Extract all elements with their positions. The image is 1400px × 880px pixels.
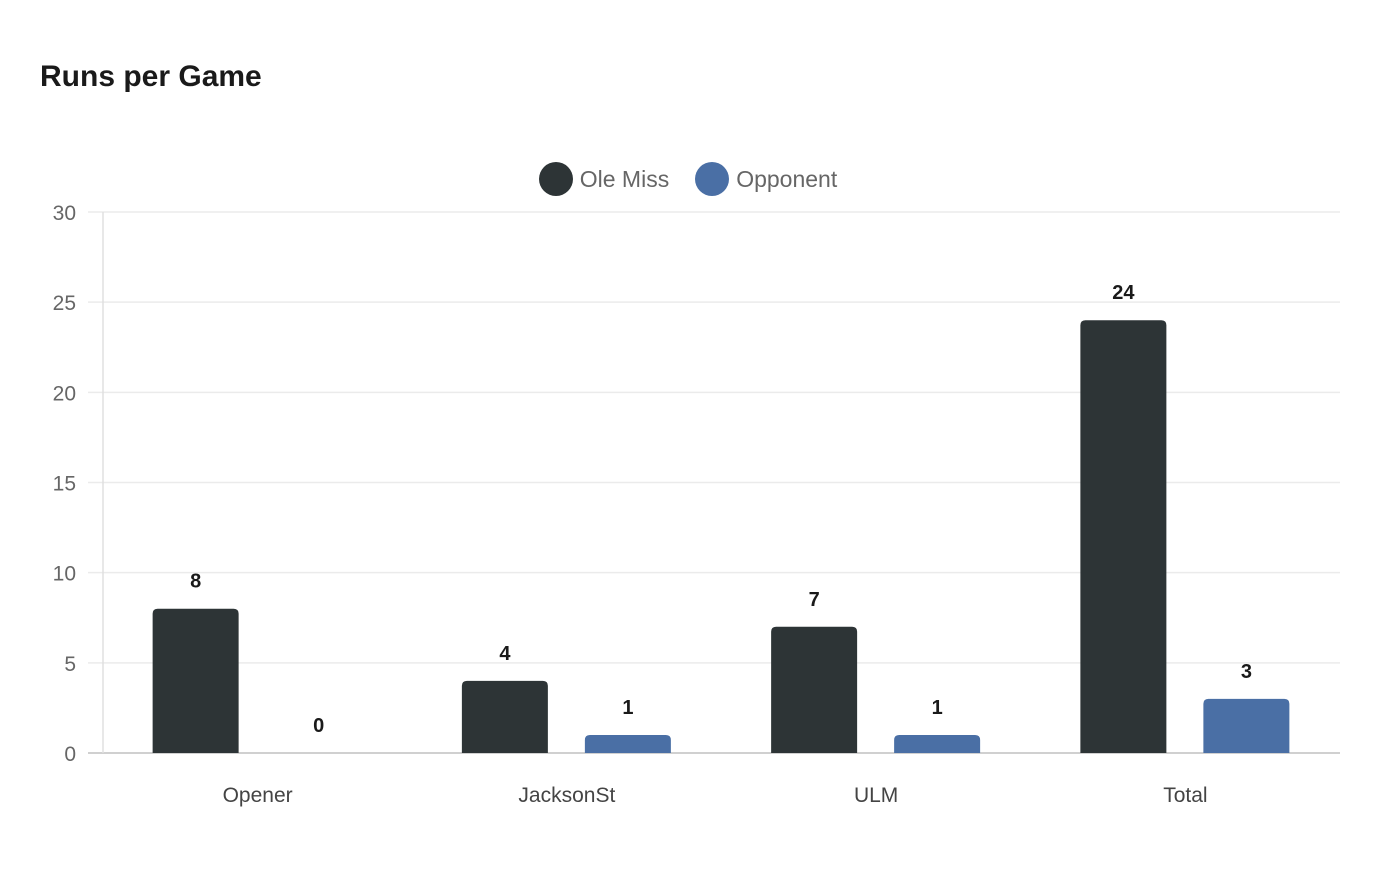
bar-ole-miss[interactable] [461,680,548,753]
y-tick-label: 20 [53,382,76,405]
bar-opponent[interactable] [584,734,671,753]
x-category-label: ULM [854,784,898,807]
bar-ole-miss[interactable] [771,626,858,753]
y-tick-label: 10 [53,563,76,586]
legend-swatch-opponent-icon [695,162,730,196]
y-tick-label: 5 [64,653,76,676]
bar-ole-miss[interactable] [152,608,239,753]
legend-label: Opponent [736,165,838,192]
legend-label: Ole Miss [579,165,670,192]
y-tick-label: 30 [53,202,76,225]
data-label: 4 [499,643,511,665]
y-tick-label: 15 [53,473,76,496]
data-label: 1 [932,697,943,719]
legend: Ole Miss Opponent [0,162,1376,196]
data-label: 7 [809,589,820,611]
data-label: 24 [1112,282,1135,304]
data-label: 0 [313,715,324,737]
bar-opponent[interactable] [894,734,981,753]
legend-item-ole-miss[interactable]: Ole Miss [538,162,670,196]
bar-opponent[interactable] [1203,698,1290,753]
chart-title: Runs per Game [40,60,262,93]
y-tick-label: 0 [64,743,76,766]
data-label: 8 [190,571,201,593]
legend-item-opponent[interactable]: Opponent [695,162,837,196]
x-category-label: Total [1163,784,1207,807]
x-category-label: JacksonSt [518,784,615,807]
legend-swatch-ole-miss-icon [538,162,573,196]
bar-ole-miss[interactable] [1080,320,1167,753]
data-label: 3 [1241,661,1252,683]
data-label: 1 [622,697,633,719]
y-tick-label: 25 [53,292,76,315]
x-category-label: Opener [223,784,293,807]
